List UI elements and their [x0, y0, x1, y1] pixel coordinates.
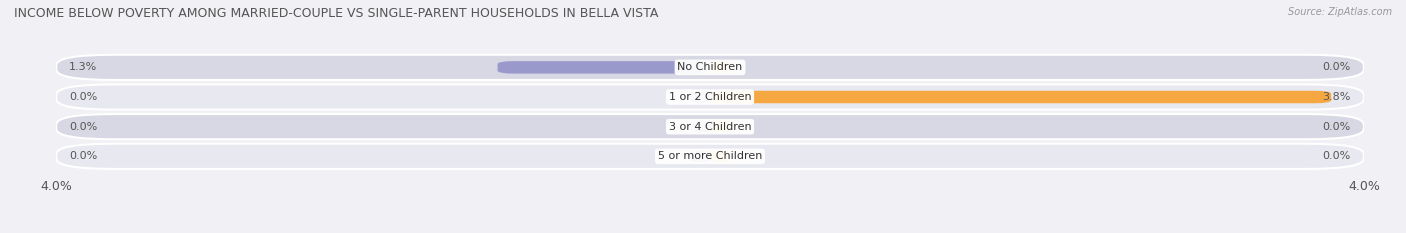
FancyBboxPatch shape	[56, 55, 1364, 80]
Text: 0.0%: 0.0%	[69, 92, 97, 102]
Text: Source: ZipAtlas.com: Source: ZipAtlas.com	[1288, 7, 1392, 17]
FancyBboxPatch shape	[690, 91, 710, 103]
FancyBboxPatch shape	[56, 114, 1364, 139]
FancyBboxPatch shape	[56, 144, 1364, 169]
Text: 0.0%: 0.0%	[1323, 62, 1351, 72]
Text: 0.0%: 0.0%	[69, 122, 97, 132]
FancyBboxPatch shape	[690, 120, 710, 133]
Text: 0.0%: 0.0%	[1323, 151, 1351, 161]
FancyBboxPatch shape	[690, 150, 710, 163]
Text: 0.0%: 0.0%	[1323, 122, 1351, 132]
Text: 3 or 4 Children: 3 or 4 Children	[669, 122, 751, 132]
Text: 1.3%: 1.3%	[69, 62, 97, 72]
FancyBboxPatch shape	[710, 91, 1331, 103]
Text: No Children: No Children	[678, 62, 742, 72]
Text: 3.8%: 3.8%	[1323, 92, 1351, 102]
Text: 1 or 2 Children: 1 or 2 Children	[669, 92, 751, 102]
FancyBboxPatch shape	[710, 61, 730, 74]
FancyBboxPatch shape	[710, 150, 730, 163]
Text: INCOME BELOW POVERTY AMONG MARRIED-COUPLE VS SINGLE-PARENT HOUSEHOLDS IN BELLA V: INCOME BELOW POVERTY AMONG MARRIED-COUPL…	[14, 7, 658, 20]
Text: 5 or more Children: 5 or more Children	[658, 151, 762, 161]
FancyBboxPatch shape	[56, 84, 1364, 110]
FancyBboxPatch shape	[498, 61, 710, 74]
FancyBboxPatch shape	[710, 120, 730, 133]
Text: 0.0%: 0.0%	[69, 151, 97, 161]
